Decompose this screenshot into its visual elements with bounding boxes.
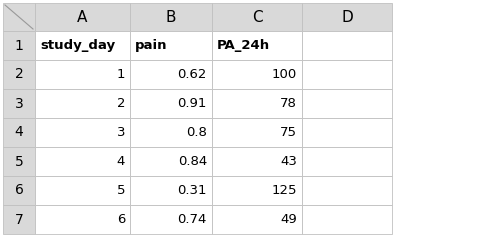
Bar bbox=[3, 89, 35, 118]
Text: 75: 75 bbox=[280, 126, 297, 139]
Bar bbox=[130, 205, 212, 234]
Bar bbox=[3, 205, 35, 234]
Text: 0.31: 0.31 bbox=[178, 184, 207, 197]
Bar bbox=[302, 60, 392, 89]
Bar bbox=[302, 3, 392, 31]
Bar bbox=[130, 60, 212, 89]
Text: 0.84: 0.84 bbox=[178, 155, 207, 168]
Bar bbox=[35, 31, 130, 60]
Bar bbox=[212, 3, 302, 31]
Bar bbox=[302, 118, 392, 147]
Bar bbox=[212, 31, 302, 60]
Text: 78: 78 bbox=[280, 97, 297, 110]
Bar bbox=[130, 3, 212, 31]
Text: D: D bbox=[341, 9, 353, 25]
Bar bbox=[3, 147, 35, 176]
Text: 0.74: 0.74 bbox=[178, 213, 207, 226]
Bar bbox=[3, 31, 35, 60]
Text: 6: 6 bbox=[116, 213, 125, 226]
Bar bbox=[35, 3, 130, 31]
Text: study_day: study_day bbox=[40, 39, 115, 52]
Text: C: C bbox=[252, 9, 262, 25]
Text: 100: 100 bbox=[272, 68, 297, 81]
Text: 0.62: 0.62 bbox=[178, 68, 207, 81]
Bar bbox=[35, 176, 130, 205]
Bar bbox=[35, 147, 130, 176]
Text: A: A bbox=[78, 9, 88, 25]
Bar bbox=[3, 176, 35, 205]
Bar bbox=[130, 176, 212, 205]
Text: 7: 7 bbox=[14, 213, 24, 226]
Bar bbox=[212, 60, 302, 89]
Bar bbox=[3, 60, 35, 89]
Bar bbox=[3, 3, 35, 31]
Text: 2: 2 bbox=[14, 67, 24, 82]
Bar bbox=[212, 147, 302, 176]
Bar bbox=[302, 31, 392, 60]
Bar bbox=[302, 89, 392, 118]
Text: 43: 43 bbox=[280, 155, 297, 168]
Text: 5: 5 bbox=[14, 155, 24, 168]
Bar bbox=[130, 147, 212, 176]
Bar bbox=[35, 60, 130, 89]
Text: 3: 3 bbox=[14, 96, 24, 111]
Text: 4: 4 bbox=[116, 155, 125, 168]
Bar bbox=[35, 205, 130, 234]
Text: 0.8: 0.8 bbox=[186, 126, 207, 139]
Bar bbox=[130, 31, 212, 60]
Text: 1: 1 bbox=[116, 68, 125, 81]
Bar bbox=[130, 118, 212, 147]
Text: 49: 49 bbox=[280, 213, 297, 226]
Bar bbox=[302, 205, 392, 234]
Bar bbox=[3, 118, 35, 147]
Text: 1: 1 bbox=[14, 38, 24, 53]
Text: 5: 5 bbox=[116, 184, 125, 197]
Text: pain: pain bbox=[135, 39, 168, 52]
Text: 0.91: 0.91 bbox=[178, 97, 207, 110]
Bar bbox=[212, 118, 302, 147]
Bar bbox=[302, 147, 392, 176]
Text: 3: 3 bbox=[116, 126, 125, 139]
Bar bbox=[212, 176, 302, 205]
Text: PA_24h: PA_24h bbox=[217, 39, 270, 52]
Text: 4: 4 bbox=[14, 125, 24, 139]
Bar bbox=[35, 118, 130, 147]
Text: 2: 2 bbox=[116, 97, 125, 110]
Bar bbox=[35, 89, 130, 118]
Text: 6: 6 bbox=[14, 184, 24, 197]
Bar bbox=[212, 89, 302, 118]
Bar bbox=[212, 205, 302, 234]
Text: B: B bbox=[166, 9, 176, 25]
Bar bbox=[130, 89, 212, 118]
Text: 125: 125 bbox=[272, 184, 297, 197]
Bar bbox=[302, 176, 392, 205]
